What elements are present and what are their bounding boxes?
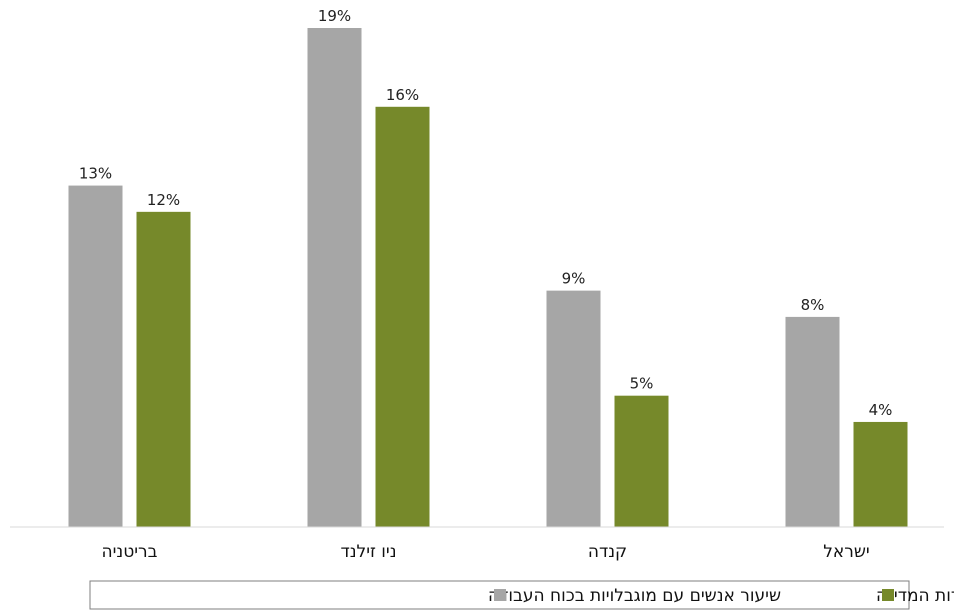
data-label-series-1-category-2: 19%	[318, 7, 351, 25]
data-label-series-1-category-4: 8%	[801, 296, 825, 314]
data-label-series-2-category-2: 16%	[386, 86, 419, 104]
bar-series-2-category-4	[853, 421, 908, 527]
data-label-series-2-category-3: 5%	[630, 375, 654, 393]
data-label-series-2-category-1: 12%	[147, 191, 180, 209]
legend-swatch-series-1	[494, 589, 506, 601]
legend-label-series-1: שיעור אנשים עם מוגבלויות בכוח העבודה	[488, 586, 781, 606]
bar-series-1-category-1	[68, 185, 123, 527]
legend-swatch-series-2	[882, 589, 894, 601]
bar-series-1-category-4	[785, 316, 840, 527]
category-label-1: בריטניה	[102, 542, 158, 562]
category-label-4: ישראל	[823, 542, 869, 562]
category-labels-layer: בריטניה ניו זילנד קנדה ישראל	[102, 542, 870, 562]
legend-label-series-2: שיעור אנשים עם מוגבלויות בשירות המדינה	[876, 586, 954, 606]
bar-series-1-category-2	[307, 28, 362, 527]
bars-layer: 13% 12% 19% 16% 9% 5% 8% 4%	[68, 7, 908, 527]
bar-series-2-category-1	[136, 211, 191, 527]
category-label-3: קנדה	[588, 542, 627, 562]
legend-border	[89, 580, 910, 610]
data-label-series-2-category-4: 4%	[869, 401, 893, 419]
bar-series-2-category-2	[375, 106, 430, 527]
bar-series-1-category-3	[546, 290, 601, 527]
legend: שיעור אנשים עם מוגבלויות בשירות המדינה ש…	[89, 580, 954, 610]
bar-series-2-category-3	[614, 395, 669, 527]
data-label-series-1-category-1: 13%	[79, 165, 112, 183]
data-label-series-1-category-3: 9%	[562, 270, 586, 288]
category-label-2: ניו זילנד	[340, 542, 396, 562]
